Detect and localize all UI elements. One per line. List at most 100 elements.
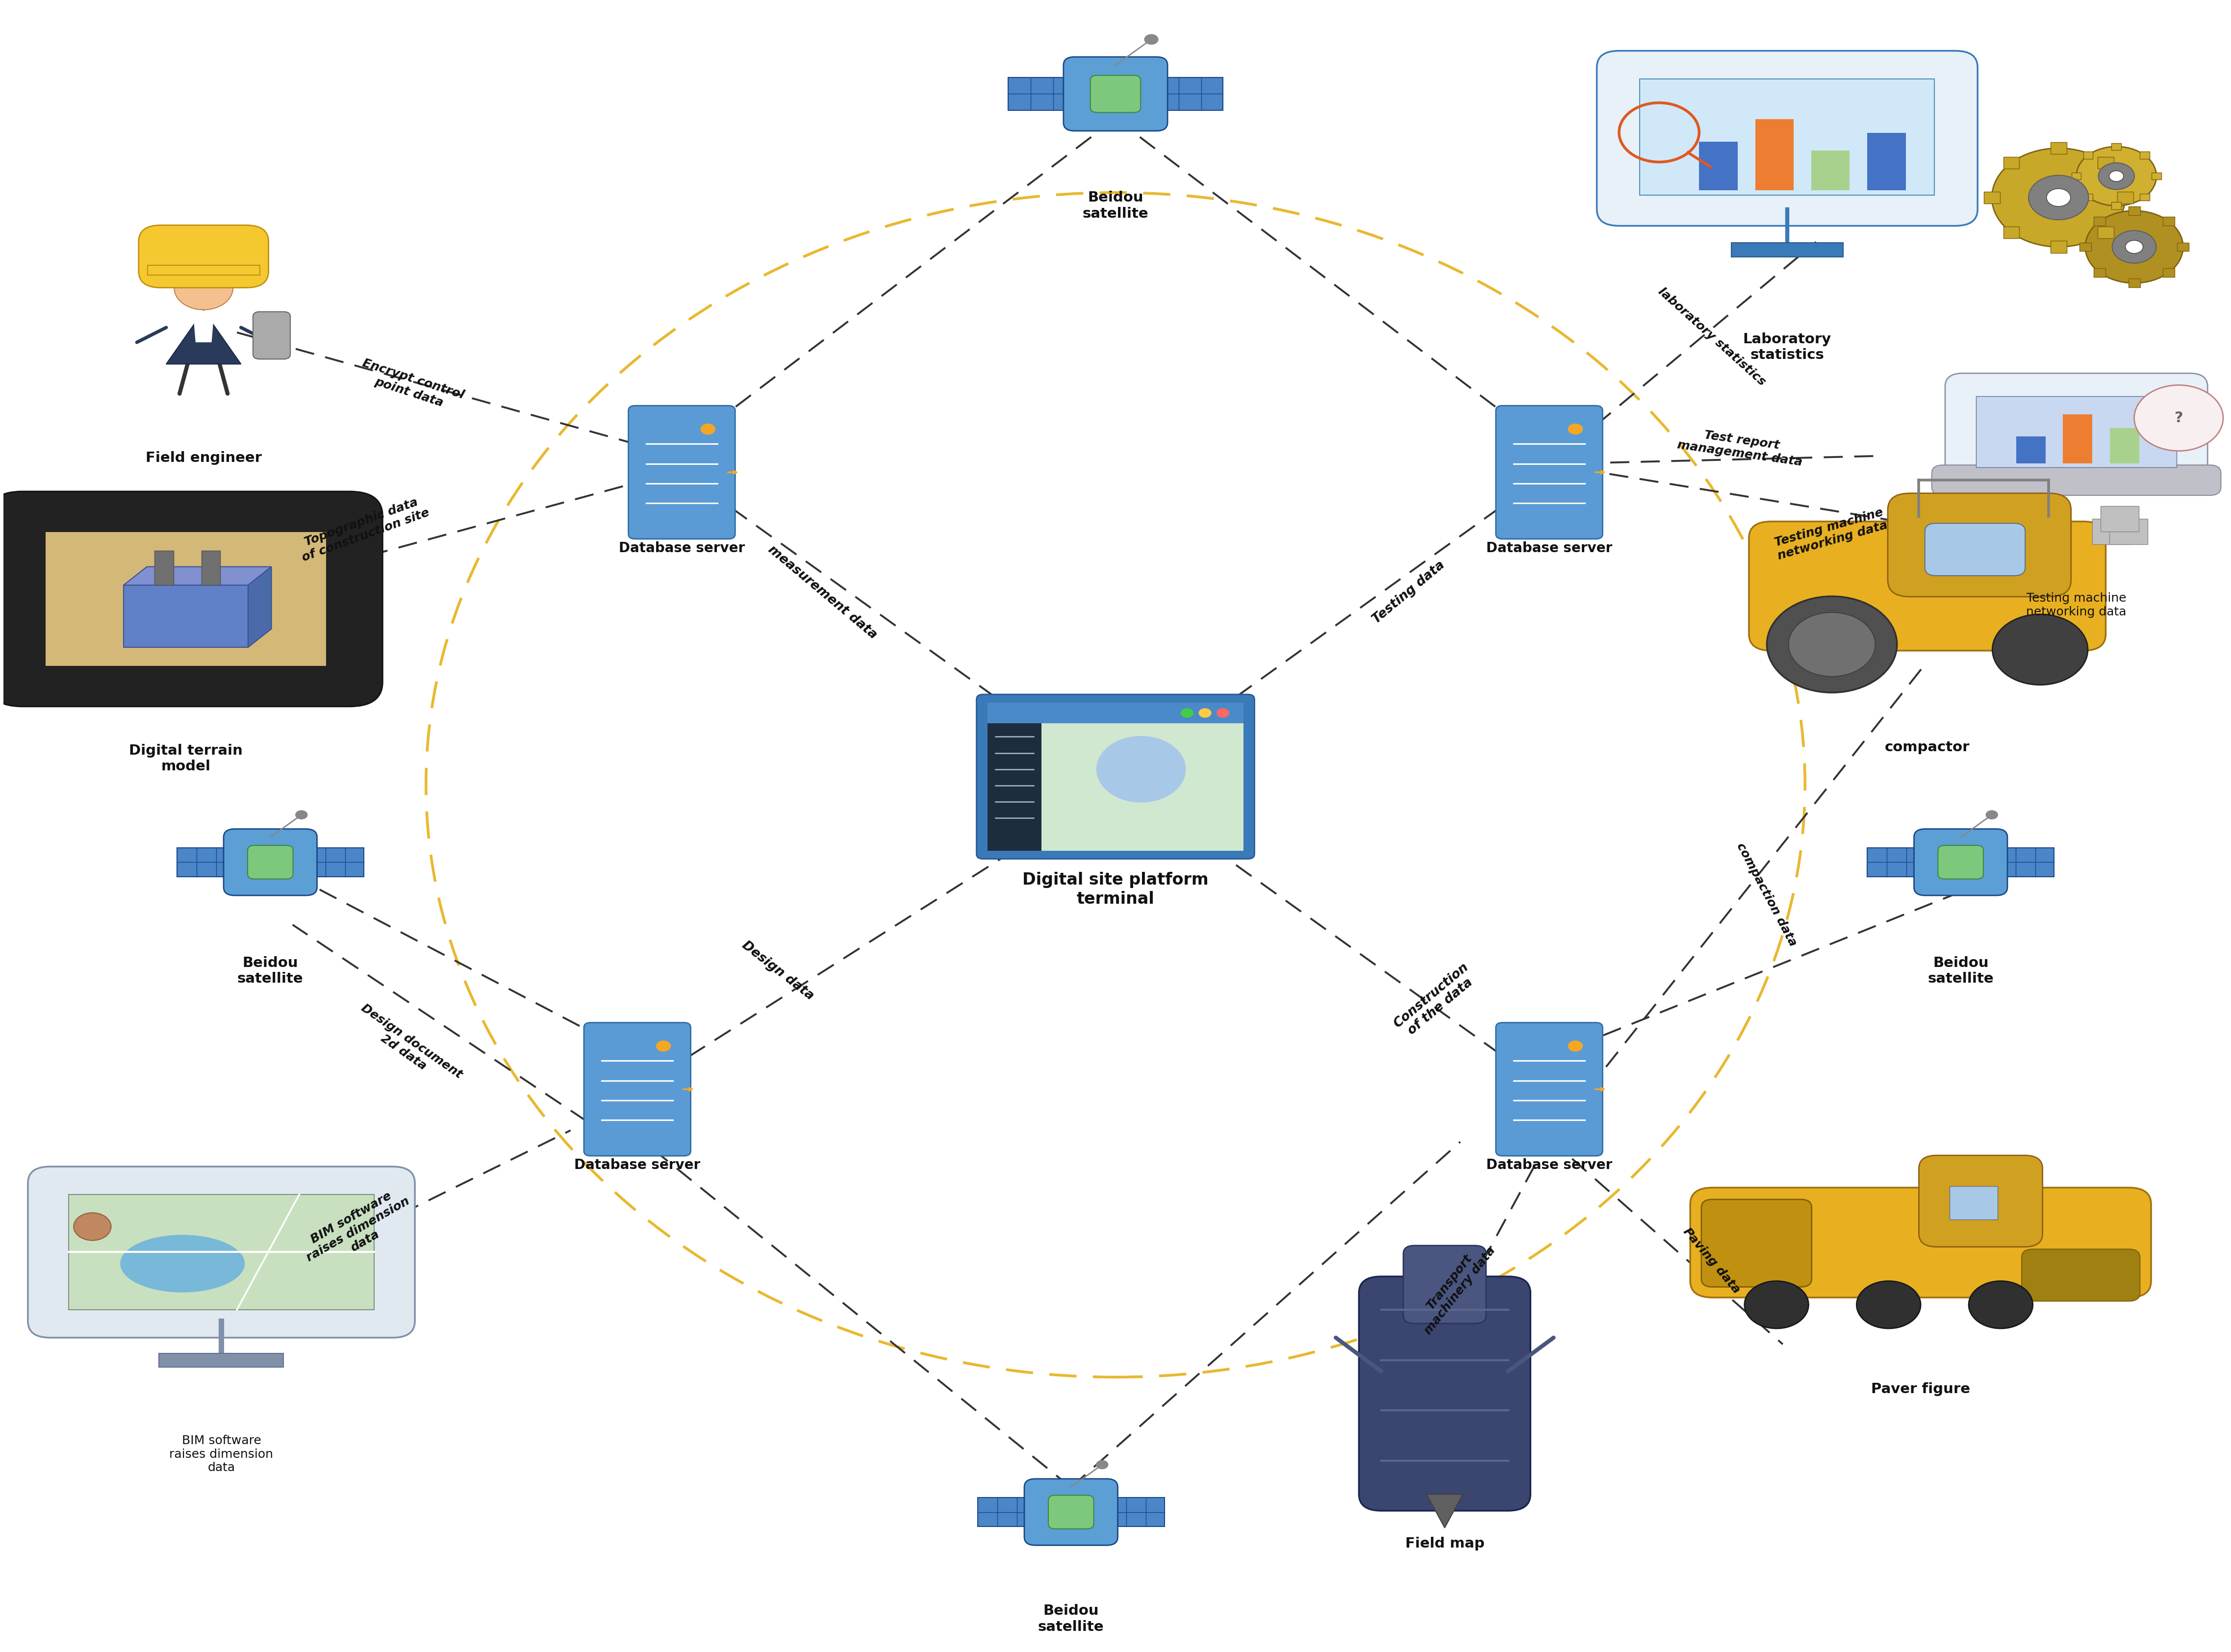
Circle shape	[701, 423, 716, 434]
Bar	[2003, 157, 2019, 169]
Bar	[69, 1194, 375, 1310]
FancyBboxPatch shape	[1359, 1277, 1530, 1510]
Bar	[2111, 519, 2148, 545]
Circle shape	[2126, 241, 2144, 253]
FancyBboxPatch shape	[1691, 1188, 2151, 1297]
Bar	[1700, 142, 1738, 190]
Bar	[1107, 1498, 1165, 1526]
Text: Test report
management data: Test report management data	[1678, 426, 1805, 469]
Bar	[1156, 78, 1223, 111]
Circle shape	[1986, 809, 1999, 819]
FancyBboxPatch shape	[138, 225, 268, 287]
Ellipse shape	[1968, 1280, 2032, 1328]
Text: laboratory statistics: laboratory statistics	[1655, 286, 1769, 388]
Text: Beidou
satellite: Beidou satellite	[1928, 957, 1995, 986]
Text: Beidou
satellite: Beidou satellite	[236, 957, 303, 986]
Bar	[1867, 847, 1925, 877]
Bar	[1997, 847, 2055, 877]
Circle shape	[174, 266, 232, 309]
Bar	[2093, 268, 2106, 278]
Bar	[2064, 415, 2093, 464]
Circle shape	[2046, 188, 2070, 206]
Circle shape	[294, 809, 308, 819]
Text: Database server: Database server	[1486, 542, 1613, 555]
Text: Laboratory
statistics: Laboratory statistics	[1742, 332, 1832, 362]
FancyBboxPatch shape	[0, 491, 384, 707]
FancyBboxPatch shape	[1702, 1199, 1812, 1287]
Text: Paving data: Paving data	[1680, 1226, 1742, 1295]
Bar	[2084, 193, 2093, 200]
Bar	[1008, 78, 1075, 111]
Circle shape	[1198, 709, 1211, 717]
FancyBboxPatch shape	[1749, 522, 2106, 651]
Bar	[2128, 279, 2140, 287]
FancyBboxPatch shape	[1597, 51, 1977, 226]
Bar	[2050, 241, 2066, 253]
FancyBboxPatch shape	[223, 829, 317, 895]
FancyBboxPatch shape	[252, 312, 290, 358]
Circle shape	[2028, 175, 2088, 220]
FancyBboxPatch shape	[2021, 1249, 2140, 1302]
Polygon shape	[69, 1241, 116, 1279]
Text: BIM software
raises dimension
data: BIM software raises dimension data	[170, 1434, 274, 1474]
Bar	[2097, 157, 2113, 169]
FancyBboxPatch shape	[1914, 829, 2008, 895]
Circle shape	[1216, 709, 1229, 717]
Bar	[2102, 506, 2140, 532]
Bar	[2140, 152, 2148, 159]
FancyBboxPatch shape	[1064, 56, 1167, 131]
Bar	[988, 702, 1243, 724]
Text: measurement data: measurement data	[765, 544, 879, 641]
Bar	[158, 1353, 283, 1368]
Circle shape	[1180, 709, 1194, 717]
Text: Digital terrain
model: Digital terrain model	[129, 743, 243, 773]
FancyBboxPatch shape	[1091, 76, 1140, 112]
Text: Design data: Design data	[741, 938, 817, 1003]
Bar	[1977, 396, 2177, 468]
Bar	[201, 550, 221, 585]
Circle shape	[2113, 231, 2155, 263]
FancyBboxPatch shape	[1403, 1246, 1486, 1323]
Text: Encrypt control
point data: Encrypt control point data	[357, 357, 466, 415]
Bar	[2093, 216, 2106, 226]
Text: Topographic data
of construction site: Topographic data of construction site	[297, 494, 431, 563]
Bar	[306, 847, 364, 877]
Text: Construction
of the data: Construction of the data	[1392, 960, 1481, 1041]
Bar	[2084, 152, 2093, 159]
Bar	[2162, 216, 2175, 226]
Polygon shape	[248, 567, 272, 648]
Bar	[2117, 192, 2133, 203]
Bar	[2177, 243, 2189, 251]
Ellipse shape	[1856, 1280, 1921, 1328]
Bar	[1042, 702, 1243, 851]
FancyBboxPatch shape	[248, 846, 292, 879]
FancyBboxPatch shape	[629, 406, 736, 539]
FancyBboxPatch shape	[27, 1166, 415, 1338]
Circle shape	[1568, 423, 1582, 434]
FancyBboxPatch shape	[1925, 524, 2026, 575]
FancyBboxPatch shape	[1932, 466, 2220, 496]
Ellipse shape	[1992, 615, 2088, 686]
Text: Field engineer: Field engineer	[145, 451, 261, 464]
Text: Beidou
satellite: Beidou satellite	[1082, 192, 1149, 221]
Bar	[2073, 172, 2082, 180]
Circle shape	[656, 1041, 672, 1052]
FancyBboxPatch shape	[1939, 846, 1983, 879]
Bar	[45, 532, 326, 666]
Circle shape	[74, 1213, 112, 1241]
Text: BIM software
raises dimension
data: BIM software raises dimension data	[297, 1183, 419, 1275]
Bar	[2111, 202, 2122, 210]
FancyBboxPatch shape	[977, 694, 1254, 859]
Text: ?: ?	[2175, 411, 2182, 425]
Bar	[2093, 519, 2131, 545]
Circle shape	[1095, 1460, 1109, 1469]
Text: Testing machine
networking data: Testing machine networking data	[2026, 593, 2126, 618]
Text: Transport
machinery data: Transport machinery data	[1412, 1236, 1497, 1336]
FancyBboxPatch shape	[1495, 406, 1602, 539]
Bar	[2003, 226, 2019, 238]
Text: Testing data: Testing data	[1370, 558, 1448, 626]
Ellipse shape	[120, 1234, 245, 1292]
Bar	[1950, 1186, 1997, 1219]
Text: Field map: Field map	[1406, 1536, 1484, 1551]
Circle shape	[2108, 170, 2124, 182]
